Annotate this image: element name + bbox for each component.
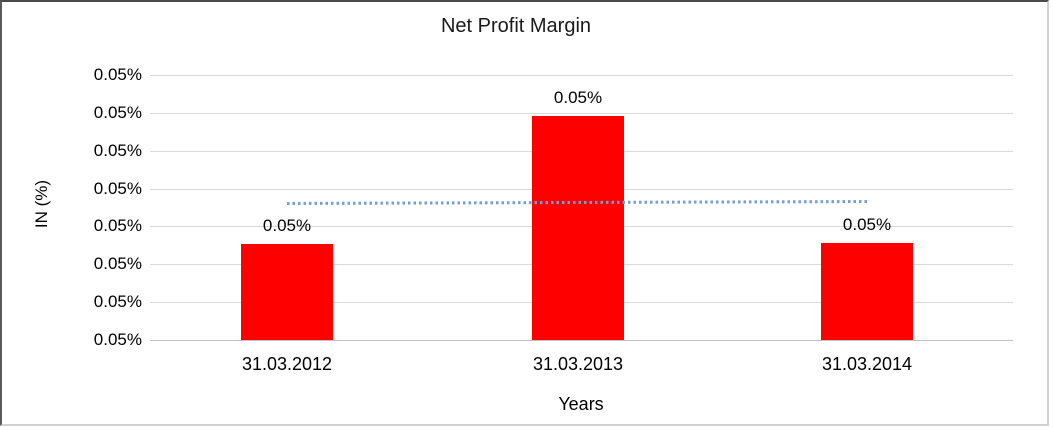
bar-data-label: 0.05% (842, 215, 892, 234)
bar-data-label: 0.05% (262, 216, 312, 235)
x-category-label: 31.03.2012 (241, 354, 333, 374)
gridline (150, 113, 1013, 114)
x-category-label: 31.03.2014 (821, 354, 913, 374)
y-tick-label: 0.05% (93, 141, 142, 160)
y-tick-label: 0.05% (93, 292, 142, 311)
y-tick-label: 0.05% (93, 216, 142, 235)
y-tick-label: 0.05% (93, 179, 142, 198)
bar-31.03.2013 (532, 116, 624, 340)
gridline (150, 75, 1013, 76)
y-axis-title: IN (%) (32, 179, 51, 229)
chart-title: Net Profit Margin (440, 15, 592, 37)
y-tick-label: 0.05% (93, 103, 142, 122)
bar-data-label: 0.05% (553, 88, 603, 107)
bar-31.03.2012 (241, 244, 333, 340)
y-tick-label: 0.05% (93, 330, 142, 349)
y-tick-label: 0.05% (93, 65, 142, 84)
x-category-label: 31.03.2013 (532, 354, 624, 374)
x-axis-line (150, 340, 1013, 341)
x-axis-title: Years (558, 394, 604, 414)
bar-31.03.2014 (821, 243, 913, 340)
y-tick-label: 0.05% (93, 254, 142, 273)
